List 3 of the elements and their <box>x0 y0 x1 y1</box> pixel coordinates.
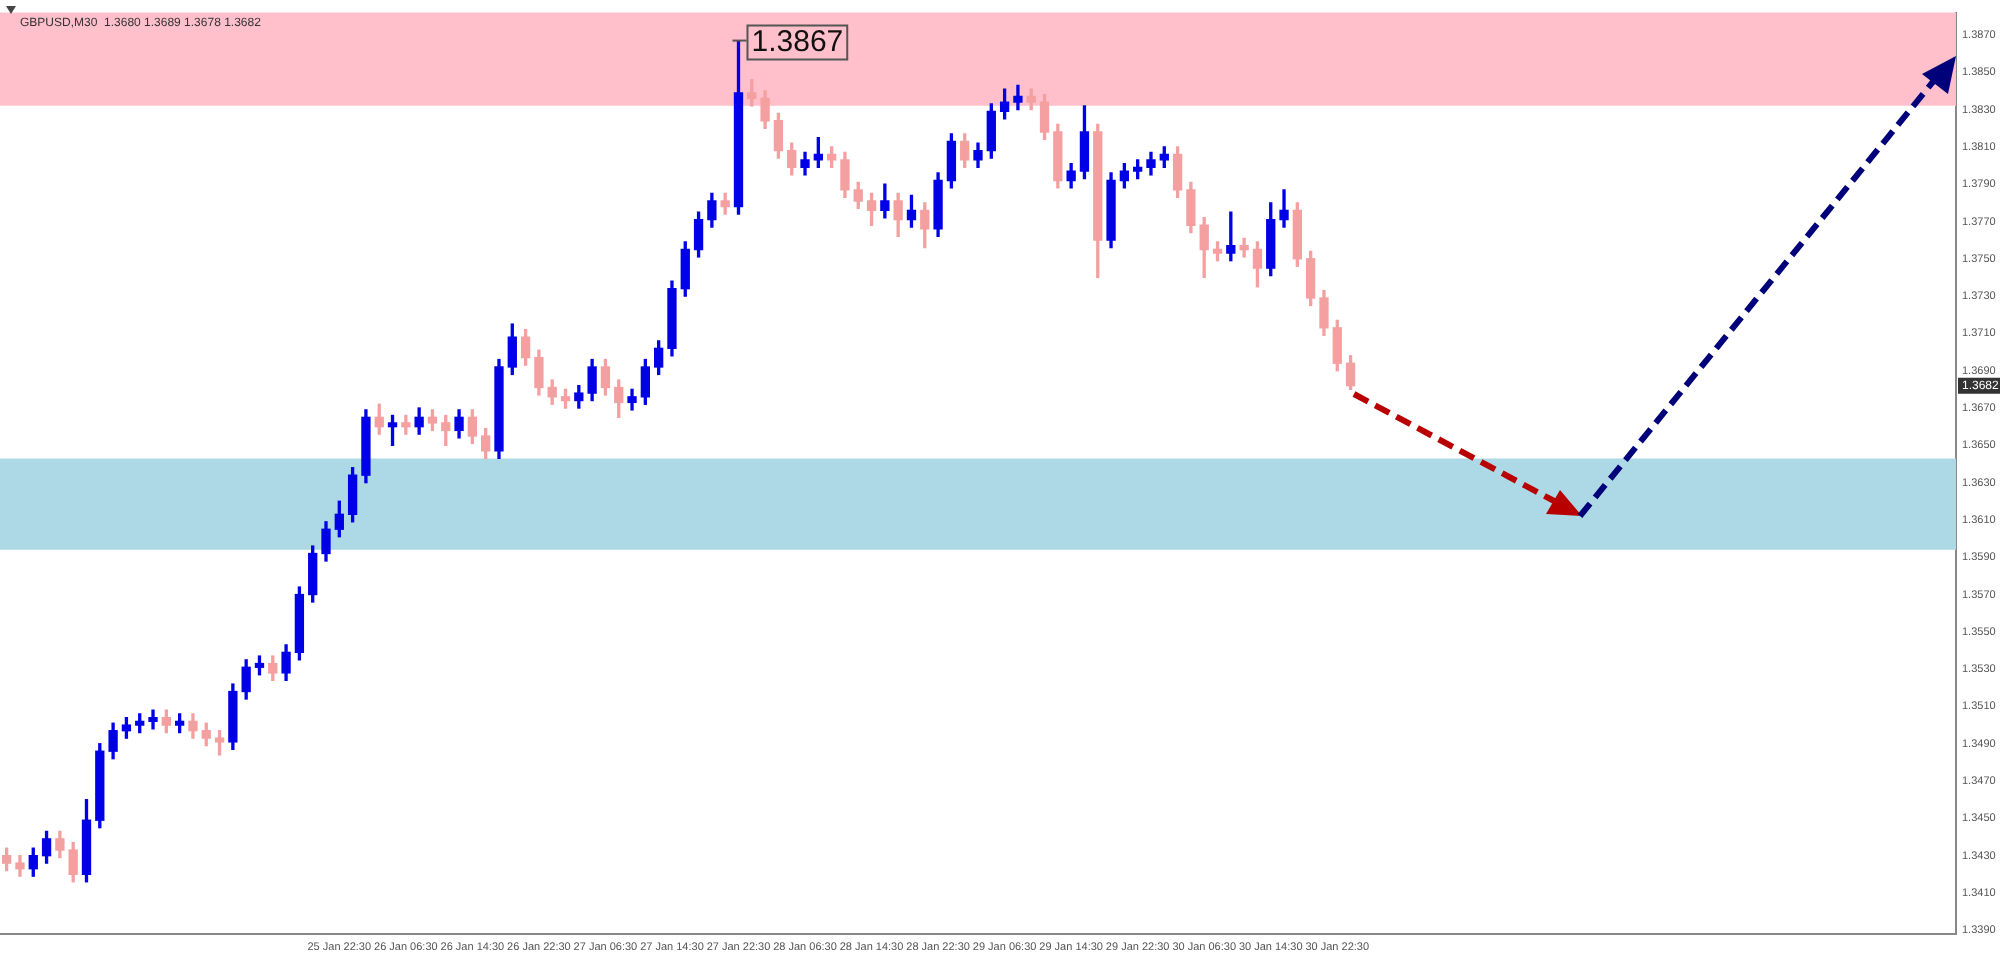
annotation: 1.3867 <box>751 24 844 59</box>
candlestick <box>1279 189 1289 228</box>
candlestick <box>1239 237 1249 258</box>
